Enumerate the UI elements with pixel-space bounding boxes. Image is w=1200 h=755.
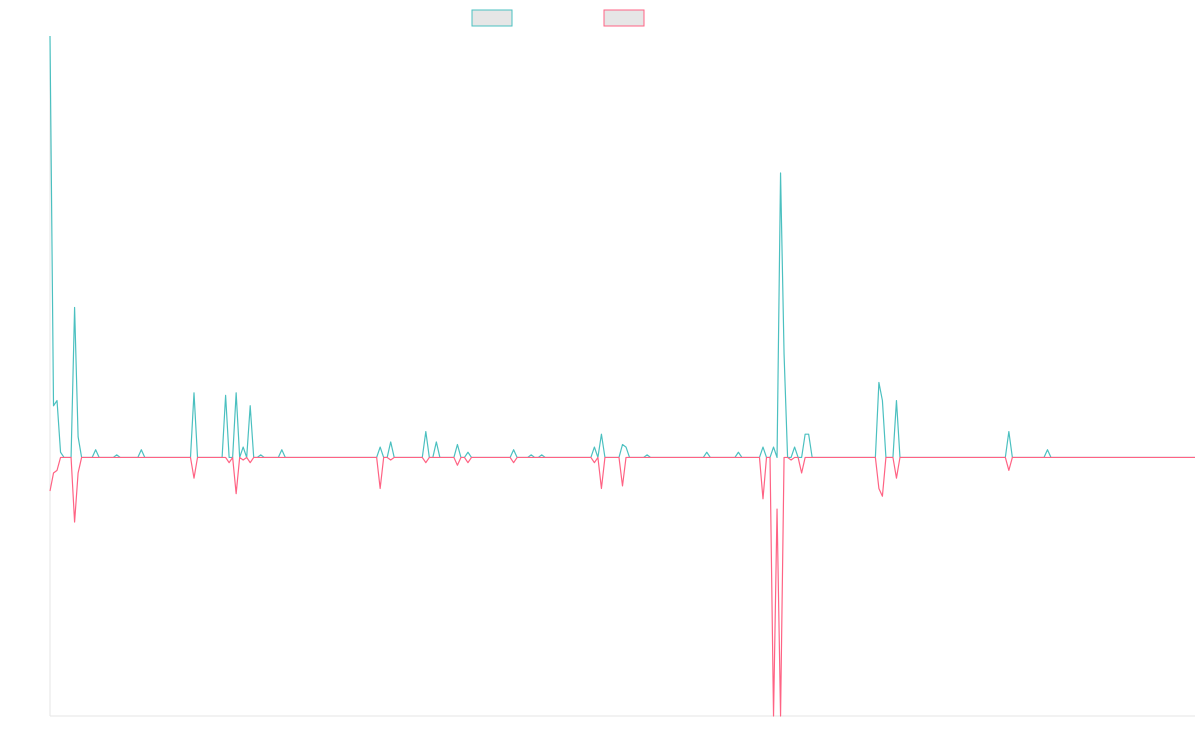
axes (49, 36, 1195, 717)
series-layer (49, 35, 1195, 717)
legend-swatch-2 (603, 9, 645, 27)
series-line-2 (49, 456, 1195, 717)
legend (471, 9, 645, 27)
legend-swatch-1 (471, 9, 513, 27)
series-line-1 (49, 35, 1195, 459)
